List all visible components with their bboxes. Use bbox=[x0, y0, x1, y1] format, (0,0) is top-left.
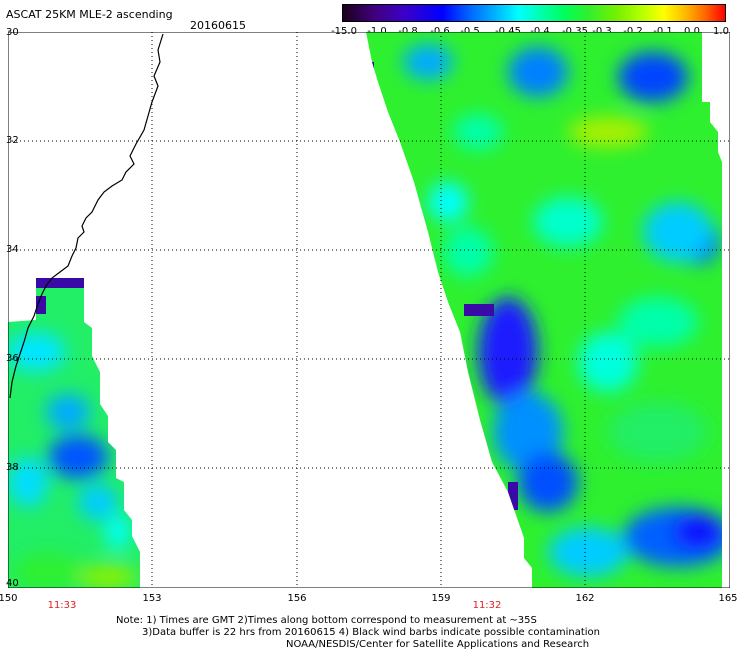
lon-label: 165 bbox=[718, 593, 738, 604]
graticule bbox=[8, 32, 730, 588]
note-line-3: NOAA/NESDIS/Center for Satellite Applica… bbox=[286, 639, 590, 650]
colorbar bbox=[342, 4, 726, 22]
lon-label: 150 bbox=[0, 593, 18, 604]
left-swath bbox=[8, 278, 140, 588]
coastline bbox=[9, 33, 164, 399]
note-line-1: Note: 1) Times are GMT 2)Times along bot… bbox=[116, 615, 537, 626]
left-pass-time: 11:33 bbox=[47, 600, 77, 611]
lat-label: 34 bbox=[6, 244, 19, 255]
lon-label: 156 bbox=[287, 593, 307, 604]
map-plot bbox=[8, 32, 730, 588]
page-title: ASCAT 25KM MLE-2 ascending bbox=[6, 8, 173, 21]
lat-label: 30 bbox=[6, 27, 19, 38]
lat-label: 40 bbox=[6, 578, 19, 589]
right-pass-time: 11:32 bbox=[472, 600, 502, 611]
lat-label: 36 bbox=[6, 353, 19, 364]
right-swath bbox=[366, 32, 722, 588]
lat-label: 32 bbox=[6, 135, 19, 146]
lat-label: 38 bbox=[6, 462, 19, 473]
page-date: 20160615 bbox=[190, 19, 246, 32]
note-line-2: 3)Data buffer is 22 hrs from 20160615 4)… bbox=[142, 627, 600, 638]
footer-notes: Note: 1) Times are GMT 2)Times along bot… bbox=[116, 615, 600, 651]
lon-label: 159 bbox=[431, 593, 451, 604]
lon-label: 162 bbox=[575, 593, 595, 604]
lon-label: 153 bbox=[142, 593, 162, 604]
